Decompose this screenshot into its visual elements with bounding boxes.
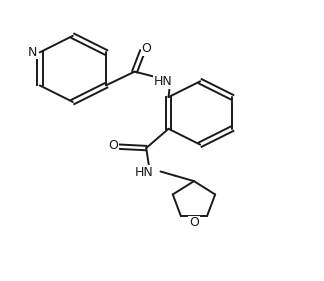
Text: N: N bbox=[28, 46, 38, 59]
Text: HN: HN bbox=[134, 166, 153, 178]
Text: O: O bbox=[142, 42, 151, 55]
Text: O: O bbox=[189, 216, 199, 229]
Text: HN: HN bbox=[154, 75, 173, 88]
Text: O: O bbox=[109, 139, 118, 152]
